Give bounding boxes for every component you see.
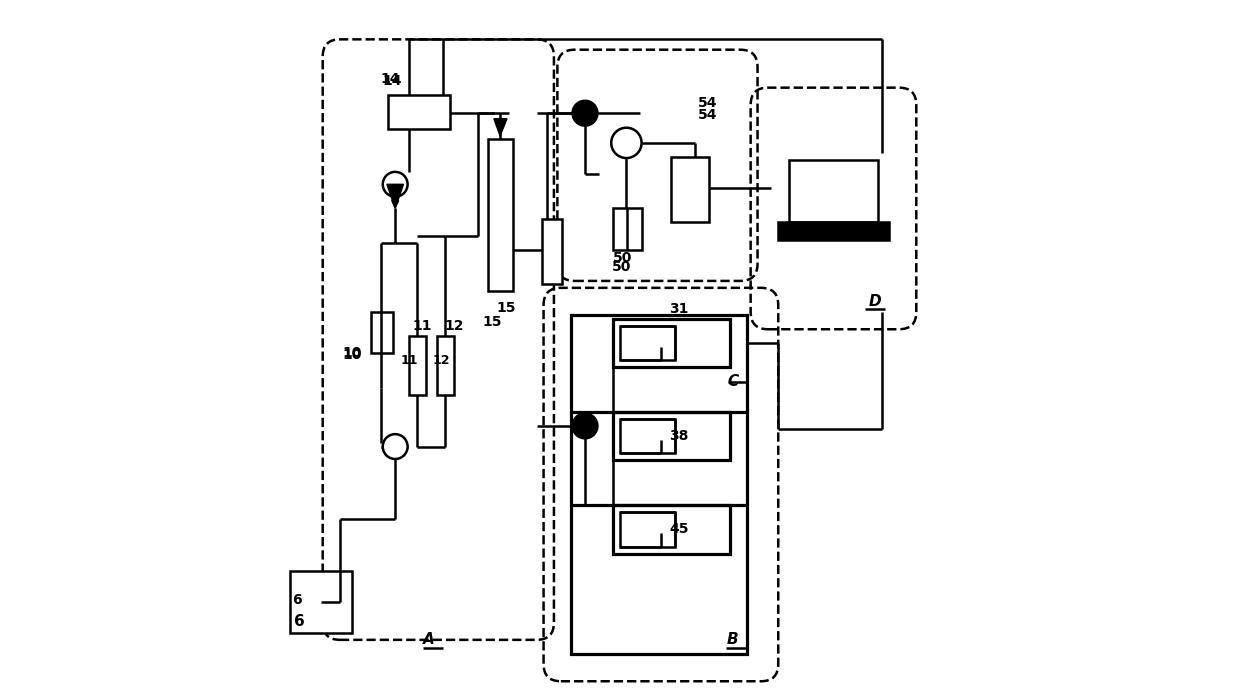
Circle shape	[572, 414, 597, 438]
Bar	[290, 571, 352, 633]
Text: A: A	[422, 632, 435, 647]
Text: 15: 15	[497, 301, 517, 315]
Text: 12: 12	[432, 354, 450, 367]
Text: 10: 10	[342, 346, 362, 360]
Bar	[612, 505, 730, 554]
Text: 11: 11	[413, 319, 432, 333]
Bar	[620, 326, 675, 360]
Text: 45: 45	[669, 523, 689, 536]
Bar	[571, 315, 747, 653]
Text: B: B	[726, 632, 738, 647]
Text: 12: 12	[445, 319, 465, 333]
Text: 14: 14	[383, 73, 403, 88]
Circle shape	[572, 100, 597, 125]
Text: 38: 38	[669, 429, 689, 444]
Text: 54: 54	[698, 108, 717, 122]
Text: 6: 6	[294, 615, 305, 629]
Text: D: D	[869, 294, 881, 308]
Polygon shape	[387, 184, 404, 209]
Bar	[620, 512, 675, 547]
Text: 54: 54	[698, 96, 717, 109]
Text: 50: 50	[612, 251, 632, 265]
Bar	[543, 219, 561, 284]
Text: 50: 50	[612, 261, 631, 274]
Text: 11: 11	[400, 354, 418, 367]
Bar	[409, 336, 426, 395]
Bar	[788, 160, 878, 222]
Text: 14: 14	[380, 71, 399, 86]
Circle shape	[383, 434, 408, 459]
Text: C: C	[727, 374, 740, 389]
Bar	[436, 336, 453, 395]
Bar	[620, 419, 675, 453]
Bar	[388, 94, 451, 129]
Bar	[612, 412, 730, 460]
Circle shape	[611, 128, 642, 158]
Text: 15: 15	[483, 315, 502, 329]
Circle shape	[383, 172, 408, 197]
Bar	[488, 139, 513, 291]
Text: 6: 6	[291, 593, 301, 607]
Bar	[778, 222, 888, 240]
Text: 10: 10	[342, 348, 362, 362]
Bar	[370, 312, 393, 353]
Text: 31: 31	[669, 301, 689, 315]
Polygon shape	[494, 119, 507, 136]
Bar	[612, 209, 642, 250]
Bar	[672, 157, 709, 222]
Bar	[612, 319, 730, 367]
